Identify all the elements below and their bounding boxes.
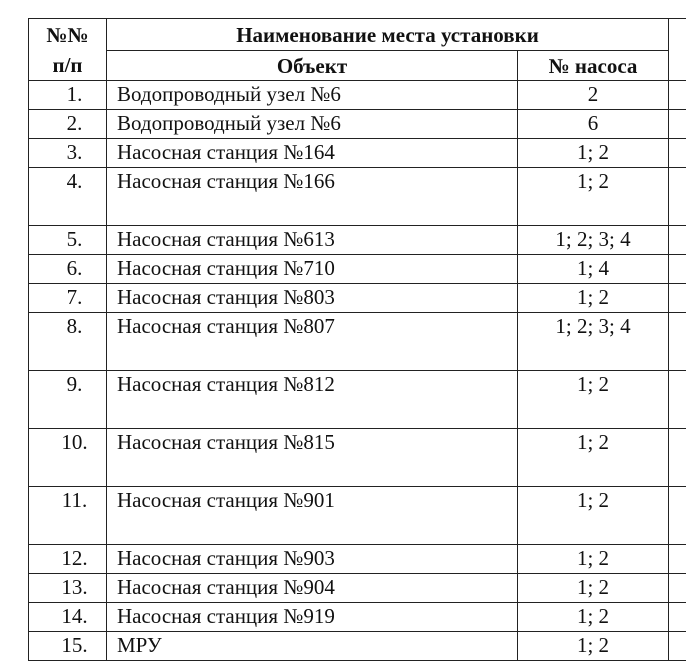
row-number: 13. (28, 573, 107, 603)
pump-numbers: 2 (516, 80, 670, 110)
table-row: 13. Насосная станция №904 1; 2 (28, 573, 686, 603)
object-name: Насосная станция №901 (106, 486, 518, 545)
object-name: Насосная станция №710 (106, 254, 518, 284)
pump-numbers: 1; 2 (516, 631, 670, 661)
table-row: 11. Насосная станция №901 1; 2 (28, 486, 686, 545)
table-row: 8. Насосная станция №807 1; 2; 3; 4 (28, 312, 686, 371)
pump-numbers: 1; 4 (516, 254, 670, 284)
row-number: 1. (28, 80, 107, 110)
row-number: 15. (28, 631, 107, 661)
pump-numbers: 1; 2 (516, 486, 670, 545)
table-row: 5. Насосная станция №613 1; 2; 3; 4 (28, 225, 686, 255)
header-cell (668, 18, 686, 81)
table: №№ п/п Наименование места установки Объе… (28, 18, 686, 661)
table-cell (668, 602, 686, 632)
table-cell (668, 283, 686, 313)
header-text: №№ (46, 22, 89, 47)
table-cell (668, 486, 686, 545)
row-number: 3. (28, 138, 107, 168)
pump-numbers: 1; 2; 3; 4 (516, 225, 670, 255)
object-name: МРУ (106, 631, 518, 661)
row-number: 2. (28, 109, 107, 139)
row-number: 6. (28, 254, 107, 284)
row-number: 4. (28, 167, 107, 226)
row-number: 8. (28, 312, 107, 371)
object-name: Насосная станция №803 (106, 283, 518, 313)
table-cell (668, 428, 686, 487)
pump-numbers: 1; 2; 3; 4 (516, 312, 670, 371)
pump-numbers: 1; 2 (516, 544, 670, 574)
pump-numbers: 1; 2 (516, 167, 670, 226)
table-row: 15. МРУ 1; 2 (28, 631, 686, 661)
object-name: Насосная станция №164 (106, 138, 518, 168)
header-group: Наименование места установки (105, 18, 670, 51)
pump-numbers: 1; 2 (516, 138, 670, 168)
table-cell (668, 254, 686, 284)
object-name: Водопроводный узел №6 (106, 109, 518, 139)
pump-numbers: 1; 2 (516, 573, 670, 603)
table-row: 1. Водопроводный узел №6 2 (28, 80, 686, 110)
row-number: 5. (28, 225, 107, 255)
row-number: 12. (28, 544, 107, 574)
table-cell (668, 544, 686, 574)
table-cell (668, 312, 686, 371)
object-name: Насосная станция №613 (106, 225, 518, 255)
object-name: Насосная станция №807 (106, 312, 518, 371)
row-number: 11. (28, 486, 107, 545)
table-row: 2. Водопроводный узел №6 6 (28, 109, 686, 139)
row-number: 10. (28, 428, 107, 487)
row-number: 14. (28, 602, 107, 632)
table-cell (668, 225, 686, 255)
table-row: 14. Насосная станция №919 1; 2 (28, 602, 686, 632)
pump-numbers: 1; 2 (516, 283, 670, 313)
header-number-cell: №№ п/п (28, 18, 107, 81)
table-cell (668, 109, 686, 139)
object-name: Насосная станция №919 (106, 602, 518, 632)
row-number: 7. (28, 283, 107, 313)
table-cell (668, 631, 686, 661)
table-row: 12. Насосная станция №903 1; 2 (28, 544, 686, 574)
object-name: Водопроводный узел №6 (106, 80, 518, 110)
object-name: Насосная станция №812 (106, 370, 518, 429)
object-name: Насосная станция №815 (106, 428, 518, 487)
pump-numbers: 6 (516, 109, 670, 139)
pump-numbers: 1; 2 (516, 602, 670, 632)
object-name: Насосная станция №903 (106, 544, 518, 574)
object-name: Насосная станция №904 (106, 573, 518, 603)
table-row: 10. Насосная станция №815 1; 2 (28, 428, 686, 487)
table-cell (668, 370, 686, 429)
table-cell (668, 573, 686, 603)
object-name: Насосная станция №166 (106, 167, 518, 226)
header-pump: № насоса (516, 50, 670, 81)
table-row: 7. Насосная станция №803 1; 2 (28, 283, 686, 313)
header-text: п/п (52, 52, 83, 77)
table-row: 3. Насосная станция №164 1; 2 (28, 138, 686, 168)
table-cell (668, 80, 686, 110)
row-number: 9. (28, 370, 107, 429)
table-cell (668, 138, 686, 168)
table-cell (668, 167, 686, 226)
header-object: Объект (106, 50, 518, 81)
table-row: 9. Насосная станция №812 1; 2 (28, 370, 686, 429)
table-row: 6. Насосная станция №710 1; 4 (28, 254, 686, 284)
pump-numbers: 1; 2 (516, 370, 670, 429)
pump-numbers: 1; 2 (516, 428, 670, 487)
table-row: 4. Насосная станция №166 1; 2 (28, 167, 686, 226)
